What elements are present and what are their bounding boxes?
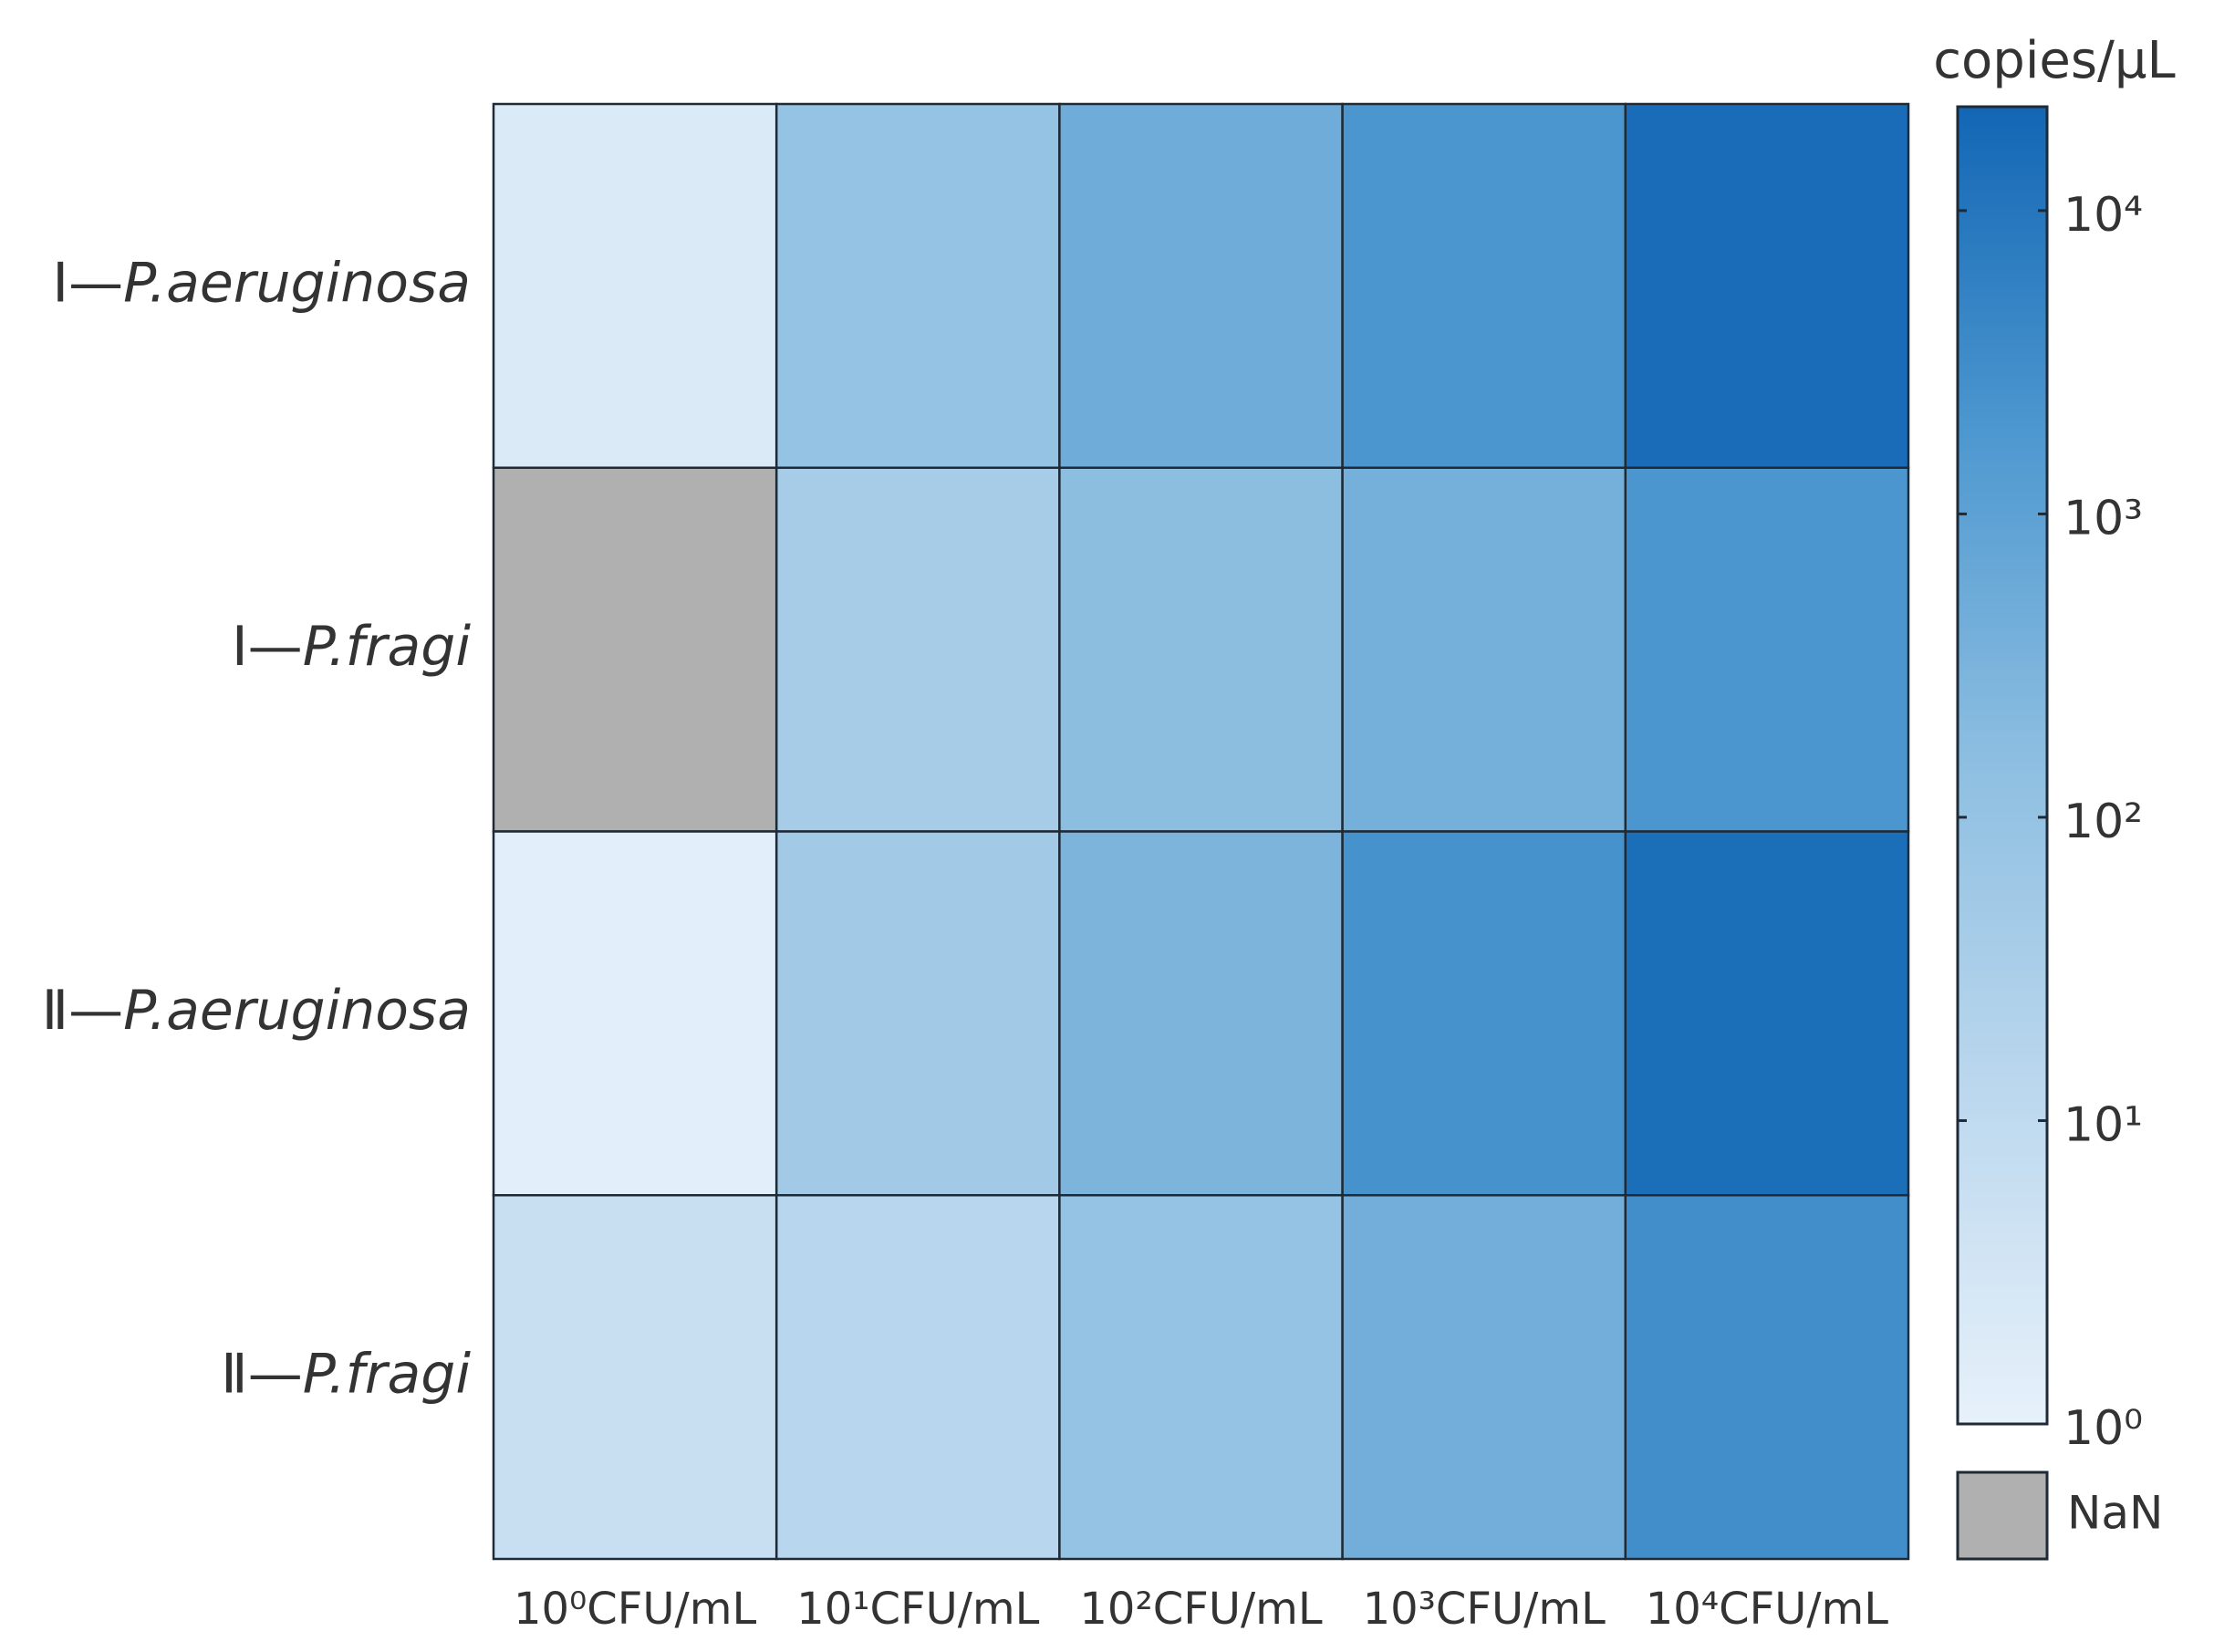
heatmap-cell [1624, 830, 1910, 1197]
colorbar-label: copies/μL [1933, 31, 2175, 90]
heatmap-cell [1058, 466, 1344, 833]
heatmap-cell [1624, 102, 1910, 469]
heatmap-cell [492, 102, 778, 469]
colorbar-tick-label: 10³ [2063, 491, 2143, 545]
heatmap-cell [1341, 466, 1627, 833]
column-label: 10⁴CFU/mL [1646, 1584, 1889, 1635]
column-label: 10¹CFU/mL [796, 1584, 1040, 1635]
row-label: Ⅱ—P.fragi [221, 1342, 471, 1406]
heatmap-cell [1058, 1194, 1344, 1561]
colorbar-tick-label: 10⁴ [2063, 188, 2143, 243]
heatmap-cell [1341, 830, 1627, 1197]
colorbar [1956, 105, 2049, 1426]
colorbar-tick-label: 10¹ [2063, 1097, 2143, 1152]
heatmap-cell [1341, 102, 1627, 469]
heatmap-cell [492, 1194, 778, 1561]
column-label: 10²CFU/mL [1079, 1584, 1323, 1635]
nan-swatch [1956, 1470, 2049, 1561]
heatmap-cell [1058, 102, 1344, 469]
row-label: Ⅰ—P.fragi [232, 615, 471, 679]
colorbar-tick-label: 10⁰ [2063, 1401, 2143, 1456]
nan-label: NaN [2067, 1487, 2163, 1540]
row-label: Ⅰ—P.aeruginosa [52, 251, 471, 315]
heatmap-cell [774, 830, 1061, 1197]
colorbar-tick-label: 10² [2063, 795, 2143, 849]
heatmap-cell [1058, 830, 1344, 1197]
heatmap-cell [1341, 1194, 1627, 1561]
row-label: Ⅱ—P.aeruginosa [42, 978, 471, 1042]
column-label: 10³CFU/mL [1363, 1584, 1606, 1635]
heatmap-cell [774, 1194, 1061, 1561]
heatmap-cell [1624, 466, 1910, 833]
heatmap-cell [1624, 1194, 1910, 1561]
heatmap-cell [774, 102, 1061, 469]
column-label: 10⁰CFU/mL [514, 1584, 757, 1635]
heatmap-cell [492, 830, 778, 1197]
heatmap-cell [774, 466, 1061, 833]
heatmap-cell [492, 466, 778, 833]
